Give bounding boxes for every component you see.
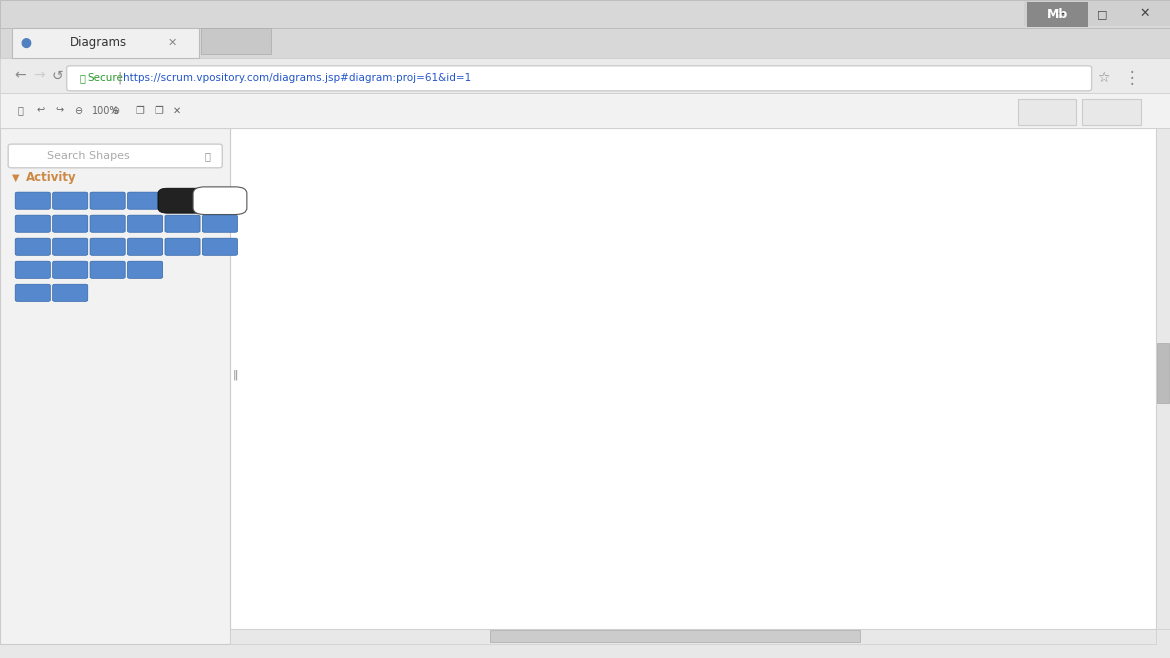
FancyBboxPatch shape — [947, 370, 1096, 436]
Text: ❐: ❐ — [136, 105, 144, 116]
Text: Activity: Activity — [26, 171, 76, 184]
Text: Create a Delivery
Project Plan: Create a Delivery Project Plan — [741, 392, 837, 413]
FancyBboxPatch shape — [563, 370, 722, 436]
Text: aProposal : Proposal: aProposal : Proposal — [587, 462, 697, 472]
Text: □: □ — [1097, 9, 1107, 19]
Bar — [688, 518, 756, 530]
Text: Secure: Secure — [88, 73, 124, 84]
Text: ⊖: ⊖ — [74, 105, 82, 116]
Text: Compile Additional
Information: Compile Additional Information — [669, 566, 775, 587]
Text: ⬤: ⬤ — [20, 38, 32, 48]
Text: rejected or redirected
to other region
or supplier: rejected or redirected to other region o… — [260, 385, 367, 418]
Text: ←: ← — [14, 68, 26, 83]
Text: ─: ─ — [1055, 7, 1065, 21]
Text: Diagrams: Diagrams — [70, 36, 128, 49]
Bar — [688, 324, 756, 336]
Text: [accepted]: [accepted] — [510, 233, 566, 243]
Text: ⎙: ⎙ — [18, 105, 23, 116]
Text: [rejected]: [rejected] — [434, 276, 486, 287]
Text: ☆: ☆ — [1097, 71, 1110, 86]
Text: ▼: ▼ — [12, 172, 19, 183]
Text: 100%: 100% — [92, 105, 121, 116]
Text: Initial Opportunity
Work: Initial Opportunity Work — [398, 187, 498, 208]
Text: |: | — [117, 72, 122, 85]
Text: Search Alternative: Search Alternative — [365, 349, 468, 359]
Text: Analyze and
Finalize Proposal: Analyze and Finalize Proposal — [597, 392, 688, 413]
Text: →: → — [33, 68, 44, 83]
FancyBboxPatch shape — [369, 161, 528, 234]
Polygon shape — [246, 361, 262, 390]
FancyBboxPatch shape — [710, 440, 872, 495]
FancyBboxPatch shape — [947, 440, 1096, 495]
Text: ✕: ✕ — [167, 38, 177, 48]
Text: ❐: ❐ — [154, 105, 163, 116]
FancyBboxPatch shape — [708, 370, 869, 436]
Text: aQuote : Quote: aQuote : Quote — [979, 462, 1064, 472]
FancyBboxPatch shape — [640, 230, 811, 303]
Text: ↩: ↩ — [36, 105, 44, 116]
FancyBboxPatch shape — [563, 440, 722, 495]
FancyBboxPatch shape — [333, 322, 500, 386]
Text: ↺: ↺ — [51, 68, 63, 83]
Text: Create Proposal
Project Plan: Create Proposal Project Plan — [682, 256, 770, 277]
Polygon shape — [422, 258, 474, 295]
Text: https://scrum.vpository.com/diagrams.jsp#diagram:proj=61&id=1: https://scrum.vpository.com/diagrams.jsp… — [123, 73, 472, 84]
FancyBboxPatch shape — [636, 541, 807, 612]
Text: Mb: Mb — [1047, 8, 1068, 21]
Text: Search Shapes: Search Shapes — [47, 151, 130, 161]
Text: ↪: ↪ — [55, 105, 63, 116]
Polygon shape — [1135, 407, 1147, 436]
Text: 🔍: 🔍 — [205, 151, 211, 161]
Text: ‖: ‖ — [233, 370, 239, 380]
Text: aPlan :
Delivery Project Plan: aPlan : Delivery Project Plan — [735, 457, 847, 478]
Text: ✕: ✕ — [173, 105, 181, 116]
Text: ⊕: ⊕ — [111, 105, 119, 116]
Polygon shape — [291, 338, 336, 370]
Text: ⋮: ⋮ — [1123, 69, 1140, 88]
Text: Prepare a Quote: Prepare a Quote — [977, 397, 1066, 408]
Text: join w. other
supplier or change
requirements: join w. other supplier or change require… — [307, 215, 400, 248]
Text: ✕: ✕ — [1140, 7, 1149, 20]
Text: 🔒: 🔒 — [80, 73, 85, 84]
